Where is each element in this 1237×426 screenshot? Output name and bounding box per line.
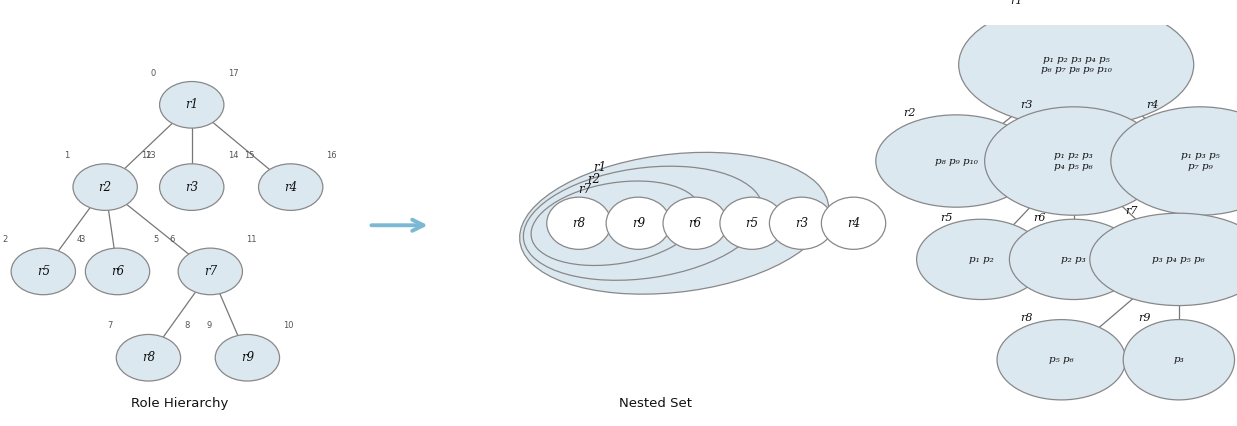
Text: 6: 6 [169, 235, 174, 244]
Text: r2: r2 [99, 181, 111, 194]
Text: p₈ p₉ p₁₀: p₈ p₉ p₁₀ [935, 156, 977, 166]
Text: p₅ p₆: p₅ p₆ [1049, 355, 1074, 364]
Text: 9: 9 [207, 322, 212, 331]
Text: r6: r6 [689, 217, 701, 230]
Text: r8: r8 [142, 351, 155, 364]
Text: 13: 13 [145, 151, 156, 160]
Text: Role Hierarchy: Role Hierarchy [131, 397, 228, 410]
Text: p₁ p₂ p₃ p₄ p₅
p₆ p₇ p₈ p₉ p₁₀: p₁ p₂ p₃ p₄ p₅ p₆ p₇ p₈ p₉ p₁₀ [1040, 55, 1112, 75]
Text: r6: r6 [111, 265, 124, 278]
Text: 14: 14 [228, 151, 238, 160]
Text: p₃ p₄ p₅ p₆: p₃ p₄ p₅ p₆ [1153, 255, 1205, 264]
Text: p₁ p₃ p₅
p₇ p₉: p₁ p₃ p₅ p₇ p₉ [1180, 151, 1220, 171]
Ellipse shape [85, 248, 150, 295]
Text: 3: 3 [79, 235, 84, 244]
Text: r1: r1 [1011, 0, 1023, 6]
Text: r8: r8 [1021, 313, 1033, 323]
Text: r9: r9 [1138, 313, 1150, 323]
Ellipse shape [73, 164, 137, 210]
Text: r8: r8 [573, 217, 585, 230]
Ellipse shape [1009, 219, 1138, 299]
Text: 5: 5 [153, 235, 158, 244]
Ellipse shape [1111, 107, 1237, 215]
Text: p₁ p₂ p₃
p₄ p₅ p₆: p₁ p₂ p₃ p₄ p₅ p₆ [1054, 151, 1094, 171]
Text: 10: 10 [283, 322, 293, 331]
Ellipse shape [959, 3, 1194, 127]
Text: r4: r4 [285, 181, 297, 194]
Text: r2: r2 [588, 173, 600, 186]
Ellipse shape [720, 197, 784, 249]
Ellipse shape [520, 153, 829, 294]
Text: r4: r4 [847, 217, 860, 230]
Text: r9: r9 [241, 351, 254, 364]
Text: 17: 17 [228, 69, 239, 78]
Text: r4: r4 [1147, 100, 1159, 110]
Ellipse shape [160, 81, 224, 128]
Text: 7: 7 [108, 322, 113, 331]
Ellipse shape [985, 107, 1163, 215]
Text: 1: 1 [64, 151, 69, 160]
Text: r3: r3 [186, 181, 198, 194]
Text: 16: 16 [327, 151, 338, 160]
Text: r5: r5 [37, 265, 49, 278]
Text: r6: r6 [1033, 213, 1045, 223]
Ellipse shape [523, 166, 763, 280]
Ellipse shape [663, 197, 727, 249]
Ellipse shape [160, 164, 224, 210]
Text: p₃: p₃ [1174, 355, 1184, 364]
Text: r3: r3 [1021, 100, 1033, 110]
Ellipse shape [178, 248, 242, 295]
Ellipse shape [1090, 213, 1237, 305]
Text: 15: 15 [245, 151, 255, 160]
Ellipse shape [876, 115, 1037, 207]
Text: r7: r7 [1126, 207, 1138, 216]
Text: p₁ p₂: p₁ p₂ [969, 255, 993, 264]
Ellipse shape [547, 197, 611, 249]
Ellipse shape [11, 248, 75, 295]
Text: r1: r1 [594, 161, 606, 173]
Ellipse shape [215, 334, 280, 381]
Text: r2: r2 [903, 108, 915, 118]
Text: 4: 4 [77, 235, 82, 244]
Text: 8: 8 [184, 322, 189, 331]
Ellipse shape [821, 197, 886, 249]
Text: 2: 2 [2, 235, 7, 244]
Text: r5: r5 [940, 213, 952, 223]
Text: 0: 0 [151, 69, 156, 78]
Text: 11: 11 [246, 235, 256, 244]
Ellipse shape [917, 219, 1045, 299]
Ellipse shape [116, 334, 181, 381]
Ellipse shape [606, 197, 670, 249]
Ellipse shape [997, 320, 1126, 400]
Text: r3: r3 [795, 217, 808, 230]
Ellipse shape [1123, 320, 1235, 400]
Text: r7: r7 [204, 265, 216, 278]
Text: r9: r9 [632, 217, 644, 230]
Text: r5: r5 [746, 217, 758, 230]
Text: p₂ p₃: p₂ p₃ [1061, 255, 1086, 264]
Text: 12: 12 [141, 151, 151, 160]
Ellipse shape [531, 181, 701, 265]
Text: r1: r1 [186, 98, 198, 111]
Text: Nested Set: Nested Set [618, 397, 693, 410]
Ellipse shape [769, 197, 834, 249]
Text: r7: r7 [579, 183, 591, 196]
Ellipse shape [259, 164, 323, 210]
